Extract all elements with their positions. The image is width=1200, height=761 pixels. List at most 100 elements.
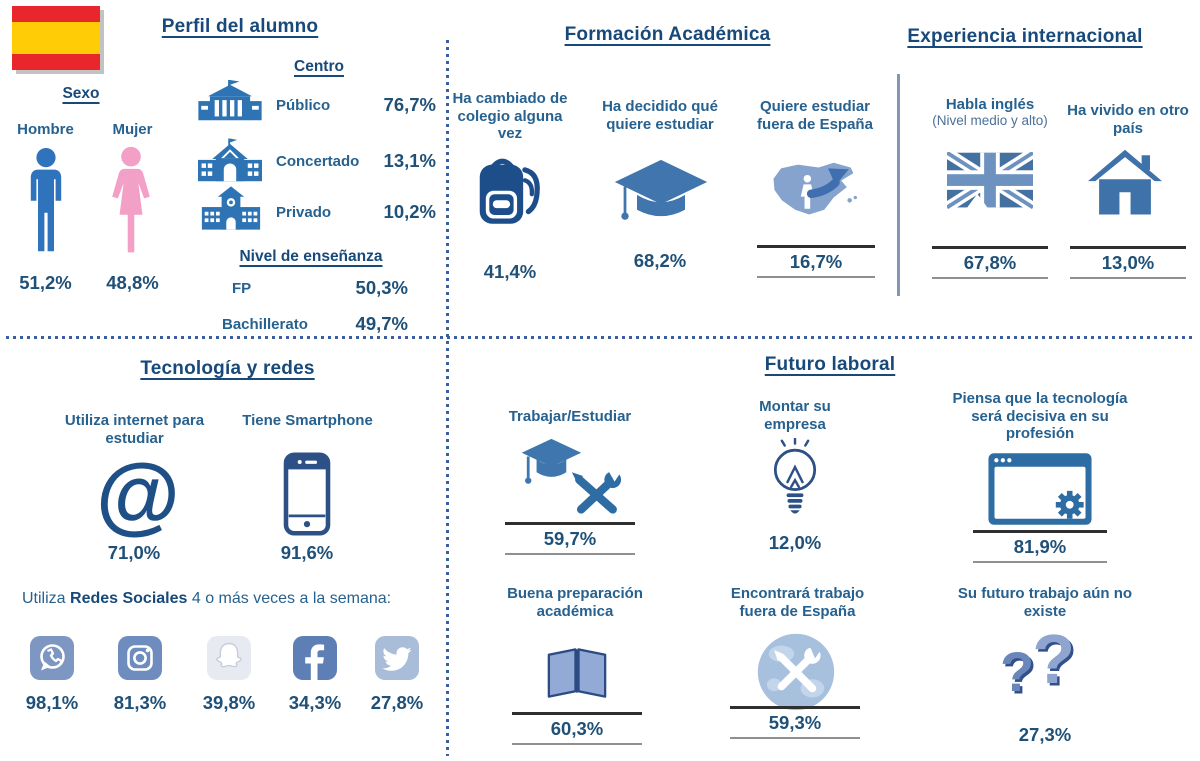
question-marks-icon: ?? bbox=[1000, 620, 1075, 703]
futuro-label-preparacion: Buena preparación académica bbox=[507, 585, 643, 620]
whatsapp-value: 98,1% bbox=[25, 692, 79, 713]
facebook-icon bbox=[293, 636, 337, 685]
futuro-value-fuera: 59,3% bbox=[768, 712, 822, 733]
experiencia-label-pais: Ha vivido en otro país bbox=[1067, 102, 1189, 137]
tecnologia-label-internet: Utiliza internet para estudiar bbox=[64, 412, 205, 447]
centro-title: Centro bbox=[294, 58, 344, 75]
centro-value-concertado: 13,1% bbox=[383, 150, 436, 171]
formacion-value-colegio: 41,4% bbox=[483, 261, 537, 282]
formacion-value-decidido: 68,2% bbox=[633, 250, 687, 271]
sexo-title: Sexo bbox=[62, 85, 100, 102]
stat-overline bbox=[973, 530, 1107, 533]
centro-value-publico: 76,7% bbox=[383, 94, 436, 115]
futuro-value-preparacion: 60,3% bbox=[550, 718, 604, 739]
futuro-label-noexiste: Su futuro trabajo aún no existe bbox=[957, 585, 1133, 620]
stat-underline bbox=[757, 276, 875, 278]
stat-underline bbox=[730, 737, 860, 739]
snapchat-icon bbox=[207, 636, 251, 685]
browser-gear-icon bbox=[988, 452, 1092, 531]
house-icon bbox=[1088, 148, 1162, 223]
nivel-title: Nivel de enseñanza bbox=[239, 248, 383, 265]
female-figure-icon bbox=[105, 146, 157, 259]
stat-overline bbox=[757, 245, 875, 248]
vertical-dotted-divider bbox=[446, 40, 449, 756]
formacion-value-fuera: 16,7% bbox=[789, 251, 843, 272]
experiencia-value-ingles: 67,8% bbox=[963, 252, 1017, 273]
smartphone-icon bbox=[283, 452, 331, 541]
concertado-school-icon bbox=[198, 136, 262, 187]
stat-overline bbox=[932, 246, 1048, 249]
tecnologia-label-smartphone: Tiene Smartphone bbox=[242, 412, 373, 429]
futuro-fuera-stat: 59,3% bbox=[730, 706, 860, 739]
backpack-icon bbox=[478, 152, 544, 231]
nivel-value-fp: 50,3% bbox=[355, 277, 408, 298]
redes-bold: Redes Sociales bbox=[70, 590, 188, 607]
cap-and-tools-icon bbox=[518, 437, 622, 520]
stat-underline bbox=[973, 561, 1107, 563]
centro-label-concertado: Concertado bbox=[276, 153, 360, 170]
stat-underline bbox=[505, 553, 635, 555]
futuro-value-empresa: 12,0% bbox=[768, 532, 822, 553]
experiencia-pais-stat: 13,0% bbox=[1070, 246, 1186, 279]
globe-tools-icon bbox=[756, 632, 836, 717]
futuro-tecnologia-stat: 81,9% bbox=[973, 530, 1107, 563]
nivel-label-fp: FP bbox=[232, 280, 252, 297]
tecnologia-value-internet: 71,0% bbox=[107, 542, 161, 563]
instagram-icon bbox=[118, 636, 162, 685]
spain-flag-icon bbox=[12, 6, 100, 70]
stat-underline bbox=[1070, 277, 1186, 279]
futuro-value-noexiste: 27,3% bbox=[1018, 724, 1072, 745]
centro-value-privado: 10,2% bbox=[383, 201, 436, 222]
redes-prefix: Utiliza bbox=[22, 590, 71, 607]
centro-label-publico: Público bbox=[276, 97, 331, 114]
uk-flag-icon bbox=[944, 148, 1036, 219]
formacion-fuera-stat: 16,7% bbox=[757, 245, 875, 278]
stat-underline bbox=[932, 277, 1048, 279]
stat-overline bbox=[512, 712, 642, 715]
graduation-cap-icon bbox=[613, 158, 709, 235]
formacion-label-colegio: Ha cambiado de colegio alguna vez bbox=[452, 90, 568, 143]
public-school-icon bbox=[198, 80, 262, 131]
formacion-title: Formación Académica bbox=[564, 24, 771, 45]
futuro-preparacion-stat: 60,3% bbox=[512, 712, 642, 745]
snapchat-value: 39,8% bbox=[202, 692, 256, 713]
redes-sociales-sentence: Utiliza Redes Sociales 4 o más veces a l… bbox=[22, 590, 452, 608]
centro-label-privado: Privado bbox=[276, 204, 332, 221]
hombre-label: Hombre bbox=[17, 121, 74, 138]
futuro-value-tecnologia: 81,9% bbox=[1013, 536, 1067, 557]
futuro-title: Futuro laboral bbox=[764, 354, 896, 375]
horizontal-dotted-divider bbox=[6, 336, 1194, 339]
futuro-value-trabajar: 59,7% bbox=[543, 528, 597, 549]
tecnologia-value-smartphone: 91,6% bbox=[280, 542, 334, 563]
nivel-value-bachillerato: 49,7% bbox=[355, 313, 408, 334]
open-book-icon bbox=[542, 640, 612, 711]
male-figure-icon bbox=[22, 146, 70, 259]
formacion-label-fuera: Quiere estudiar fuera de España bbox=[757, 98, 873, 133]
futuro-label-fuera: Encontrará trabajo fuera de España bbox=[730, 585, 865, 620]
stat-underline bbox=[512, 743, 642, 745]
futuro-label-empresa: Montar su empresa bbox=[759, 398, 831, 433]
spain-map-icon bbox=[766, 156, 860, 229]
instagram-value: 81,3% bbox=[113, 692, 167, 713]
formacion-label-estudiar: Ha decidido qué quiere estudiar bbox=[602, 98, 718, 133]
perfil-title: Perfil del alumno bbox=[161, 16, 319, 37]
mujer-value: 48,8% bbox=[106, 272, 159, 293]
whatsapp-icon bbox=[30, 636, 74, 685]
tecnologia-title: Tecnología y redes bbox=[140, 358, 315, 379]
futuro-label-trabajar: Trabajar/Estudiar bbox=[508, 408, 632, 425]
facebook-value: 34,3% bbox=[288, 692, 342, 713]
stat-overline bbox=[1070, 246, 1186, 249]
lightbulb-icon bbox=[762, 437, 828, 533]
section-divider-line bbox=[897, 74, 900, 296]
twitter-icon bbox=[375, 636, 419, 685]
experiencia-title: Experiencia internacional bbox=[907, 26, 1143, 47]
stat-overline bbox=[505, 522, 635, 525]
hombre-value: 51,2% bbox=[19, 272, 72, 293]
experiencia-sublabel-ingles: (Nivel medio y alto) bbox=[932, 113, 1048, 128]
futuro-label-tecnologia: Piensa que la tecnología será decisiva e… bbox=[952, 390, 1128, 443]
nivel-label-bachillerato: Bachillerato bbox=[222, 316, 308, 333]
redes-suffix: 4 o más veces a la semana: bbox=[187, 590, 392, 607]
private-school-icon bbox=[200, 186, 262, 235]
futuro-trabajar-stat: 59,7% bbox=[505, 522, 635, 555]
